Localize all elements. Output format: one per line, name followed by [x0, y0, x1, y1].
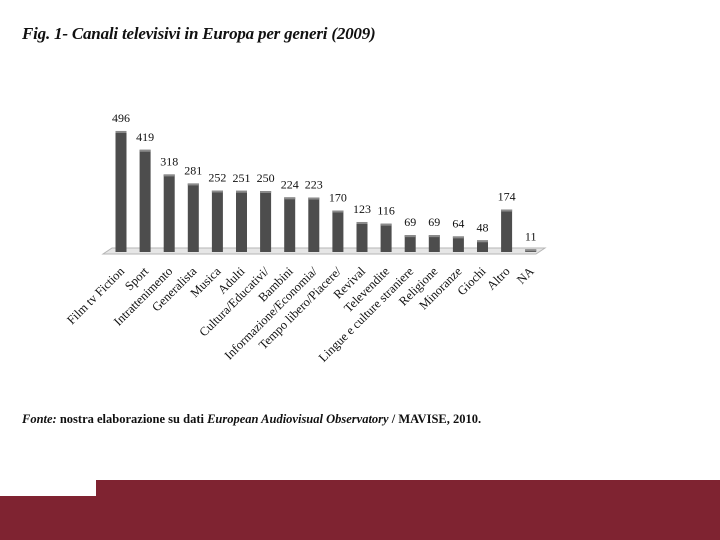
- source-text-1: nostra elaborazione su dati: [56, 412, 208, 426]
- category-label-18: NA: [514, 264, 537, 287]
- source-text-2: / MAVISE, 2010.: [388, 412, 482, 426]
- bar-9: [308, 197, 320, 252]
- value-label-14: 69: [428, 215, 440, 229]
- bar-cap-2: [139, 149, 151, 152]
- value-label-15: 64: [452, 216, 464, 230]
- bar-cap-9: [308, 197, 320, 200]
- value-label-4: 281: [184, 163, 202, 177]
- bar-1: [115, 130, 127, 252]
- value-label-8: 224: [281, 177, 299, 191]
- bar-4: [187, 183, 199, 252]
- figure-title: Fig. 1- Canali televisivi in Europa per …: [22, 24, 376, 43]
- value-label-5: 252: [208, 171, 226, 185]
- footer-band: [0, 496, 720, 540]
- value-label-10: 170: [329, 191, 347, 205]
- value-label-1: 496: [112, 111, 130, 125]
- value-label-12: 116: [377, 204, 395, 218]
- value-label-11: 123: [353, 202, 371, 216]
- bar-13: [404, 235, 416, 252]
- bar-cap-7: [260, 191, 272, 193]
- bar-16: [477, 240, 488, 252]
- category-label-16: Giochi: [455, 264, 489, 298]
- source-publisher: European Audiovisual Observatory: [207, 412, 389, 426]
- value-label-13: 69: [404, 215, 416, 229]
- bar-cap-13: [404, 235, 416, 238]
- bar-12: [380, 223, 392, 252]
- bar-5: [211, 190, 223, 252]
- value-label-9: 223: [305, 178, 323, 192]
- bar-chart: 496 419 318 281 252 251 250 224 223 170 123 116 69 69…: [64, 111, 547, 365]
- bar-6: [236, 190, 247, 252]
- bar-cap-16: [477, 240, 488, 243]
- category-label-17: Altro: [484, 264, 513, 293]
- bar-cap-6: [236, 190, 247, 193]
- bar-cap-8: [284, 197, 296, 200]
- bar-cap-18: [525, 249, 537, 252]
- bar-2: [139, 149, 151, 252]
- bar-cap-12: [380, 223, 392, 226]
- source-prefix: Fonte:: [22, 412, 57, 426]
- value-label-6: 251: [233, 171, 251, 185]
- bar-cap-17: [501, 209, 513, 212]
- bar-cap-3: [163, 174, 175, 177]
- bar-8: [284, 197, 296, 252]
- bar-14: [428, 235, 440, 252]
- value-label-17: 174: [498, 190, 516, 204]
- bar-7: [260, 191, 272, 252]
- bar-15: [452, 236, 464, 252]
- footer-band-tab: [96, 480, 720, 498]
- bar-cap-4: [187, 183, 199, 186]
- bar-cap-15: [452, 236, 464, 239]
- value-label-7: 250: [257, 171, 275, 185]
- value-label-2: 419: [136, 130, 154, 144]
- bar-cap-14: [428, 235, 440, 238]
- bar-11: [356, 221, 368, 252]
- bar-17: [501, 209, 513, 252]
- bar-cap-11: [356, 221, 368, 224]
- bar-cap-1: [115, 130, 127, 133]
- bar-cap-10: [332, 210, 344, 213]
- source-note: Fonte: nostra elaborazione su dati Europ…: [22, 412, 481, 427]
- value-label-16: 48: [477, 220, 489, 234]
- value-label-3: 318: [160, 154, 178, 168]
- value-label-18: 11: [525, 229, 537, 243]
- bar-cap-5: [211, 190, 223, 193]
- bar-10: [332, 210, 344, 252]
- bar-3: [163, 174, 175, 252]
